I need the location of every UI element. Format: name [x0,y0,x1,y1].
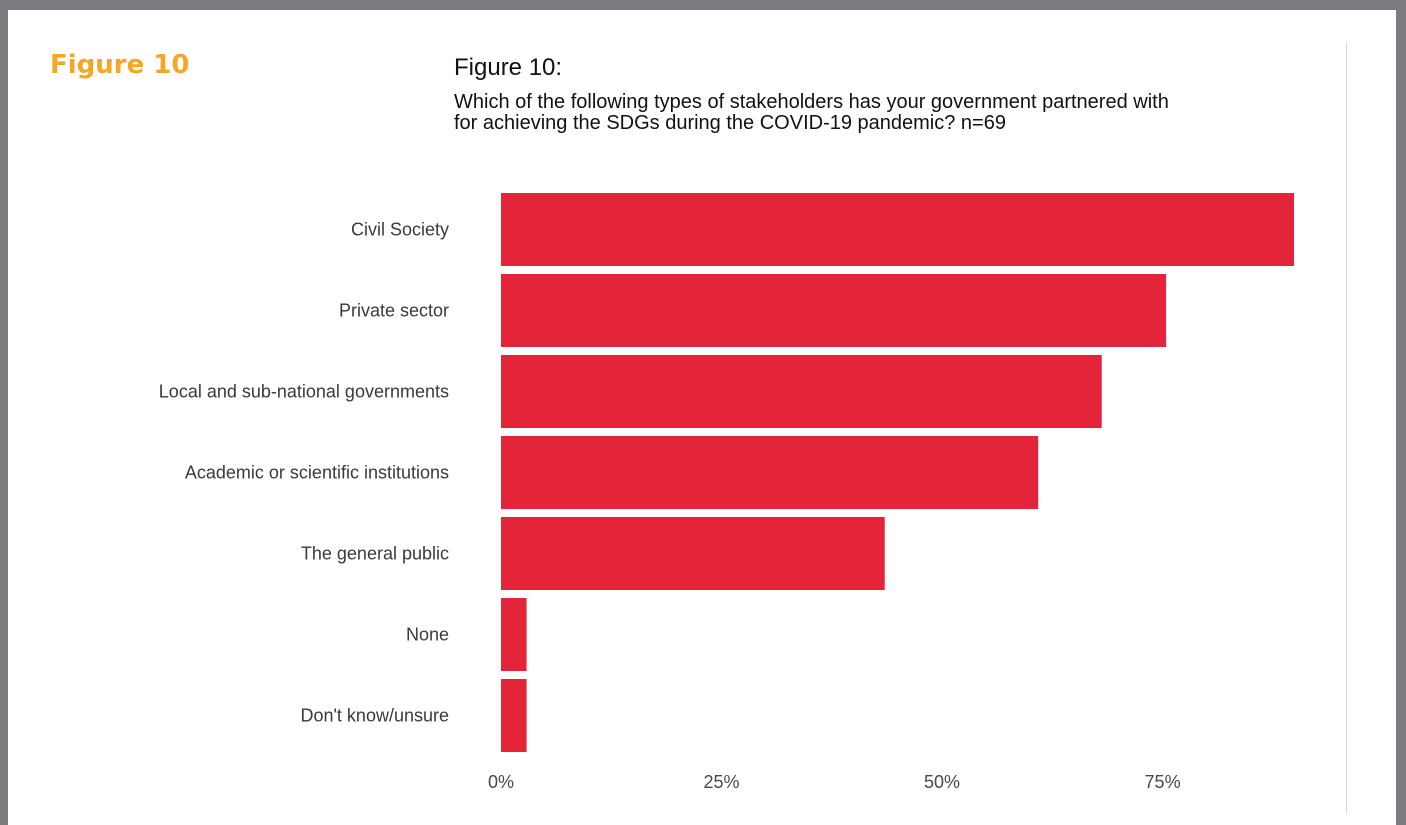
figure-panel: Figure 10 Figure 10: Which of the follow… [8,10,1396,825]
x-tick-label: 0% [488,772,514,792]
category-label: None [406,625,449,645]
bar-chart: Civil Society Private sector Local and sub… [159,193,1294,792]
x-tick-label: 25% [704,772,740,792]
bar [501,517,885,590]
bar [501,274,1167,347]
bar [501,436,1039,509]
category-label: Academic or scientific institutions [185,463,449,483]
x-tick-label: 75% [1145,772,1181,792]
chart-subtitle: Which of the following types of stakehol… [454,91,1169,134]
category-label: Local and sub-national governments [159,382,449,402]
bar [501,193,1294,266]
category-label: Private sector [339,301,449,321]
bar [501,679,527,752]
category-label: The general public [301,544,449,564]
bar [501,355,1102,428]
bar [501,598,527,671]
figure-side-label: Figure 10 [50,50,190,80]
vertical-divider [1346,42,1347,814]
x-tick-label: 50% [924,772,960,792]
chart-title: Figure 10: [454,54,563,81]
category-label: Don't know/unsure [300,706,449,726]
category-label: Civil Society [351,220,449,240]
